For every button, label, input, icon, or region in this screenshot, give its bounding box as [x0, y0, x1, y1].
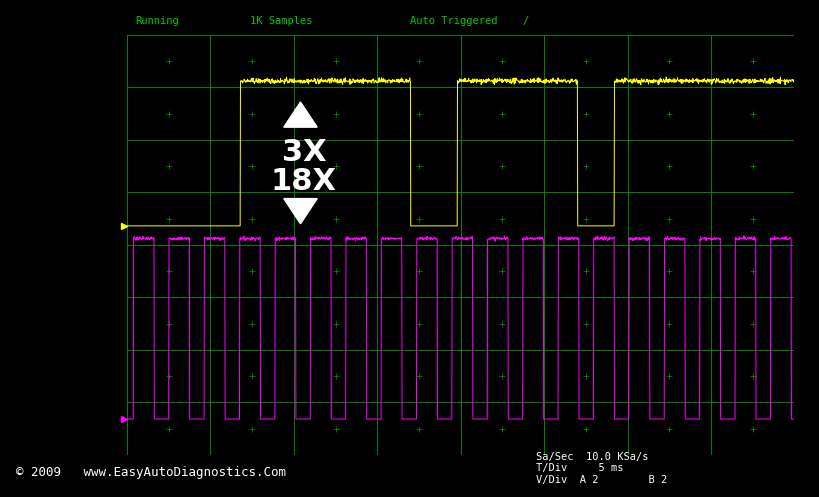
Text: T/Div     5 ms: T/Div 5 ms: [536, 463, 624, 473]
Text: © 2009   www.EasyAutoDiagnostics.Com: © 2009 www.EasyAutoDiagnostics.Com: [16, 466, 287, 479]
Text: Sa/Sec  10.0 KSa/s: Sa/Sec 10.0 KSa/s: [536, 452, 649, 462]
Polygon shape: [284, 102, 317, 127]
Text: 18X: 18X: [271, 167, 337, 196]
Polygon shape: [284, 199, 317, 224]
Text: V/Div  A 2        B 2: V/Div A 2 B 2: [536, 475, 667, 485]
Text: Running: Running: [135, 16, 179, 26]
Text: 1K Samples: 1K Samples: [250, 16, 312, 26]
Text: Auto Triggered: Auto Triggered: [410, 16, 497, 26]
Text: /: /: [523, 16, 529, 26]
Text: 3X: 3X: [282, 138, 326, 167]
